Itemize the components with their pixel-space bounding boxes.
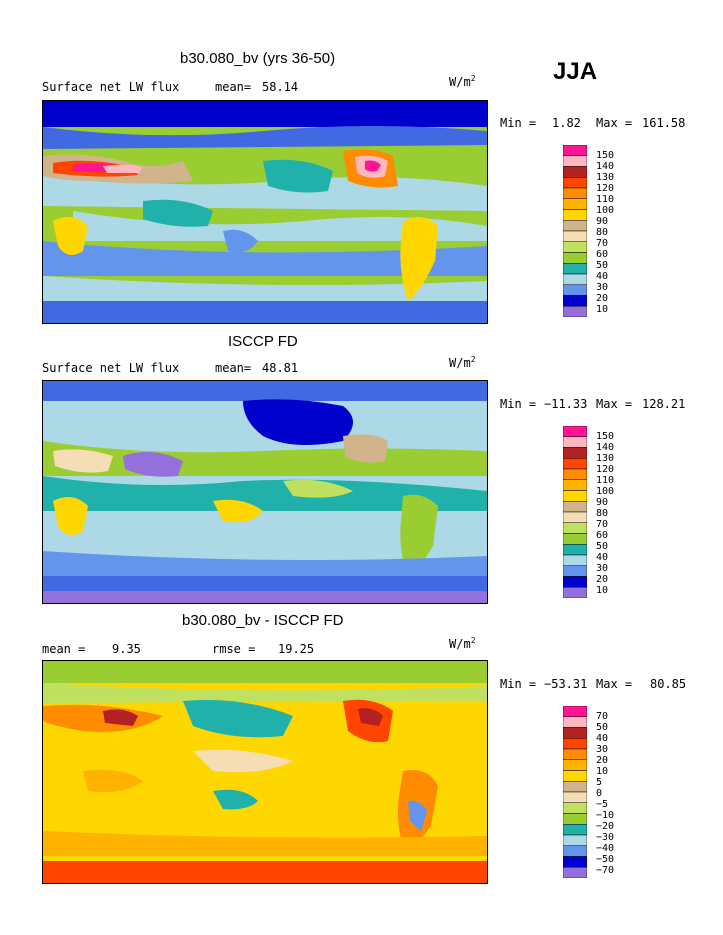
colorbar-label: 120 — [596, 183, 615, 194]
panel2-colorbar-labels: 150 140 130 120 110 100 90 80 70 60 50 4… — [596, 431, 614, 596]
colorbar-label: −20 — [596, 821, 615, 832]
colorbar-label: 130 — [596, 172, 615, 183]
panel1-max-label: Max = — [596, 116, 633, 130]
colorbar-label: 20 — [596, 293, 609, 304]
panel1-title: b30.080_bv (yrs 36-50) — [180, 50, 336, 67]
panel3-units: W/m2 — [449, 636, 476, 651]
panel2-mean-value: 48.81 — [262, 361, 299, 375]
colorbar-label: 30 — [596, 744, 609, 755]
colorbar-label: 70 — [596, 519, 609, 530]
colorbar-label: 50 — [596, 541, 609, 552]
colorbar-label: 120 — [596, 464, 615, 475]
panel1-colorbar — [563, 145, 587, 317]
panel3-rmse-label: rmse = — [212, 642, 256, 656]
colorbar-label: 50 — [596, 260, 609, 271]
panel1-min-value: 1.82 — [552, 116, 581, 130]
panel2-max-label: Max = — [596, 397, 633, 411]
colorbar-label: 10 — [596, 304, 609, 315]
colorbar-label: 40 — [596, 733, 609, 744]
panel1-colorbar-labels: 150 140 130 120 110 100 90 80 70 60 50 4… — [596, 150, 614, 315]
colorbar-label: 150 — [596, 431, 615, 442]
panel2-colorbar — [563, 426, 587, 598]
colorbar-label: 100 — [596, 205, 615, 216]
panel3-colorbar — [563, 706, 587, 878]
colorbar-label: 80 — [596, 508, 609, 519]
panel2-map — [42, 380, 488, 604]
colorbar-label: 5 — [596, 777, 603, 788]
panel3-max-value: 80.85 — [650, 677, 687, 691]
panel3-min-label: Min = — [500, 677, 537, 691]
colorbar-label: −30 — [596, 832, 615, 843]
season-label: JJA — [553, 58, 598, 85]
panel3-map — [42, 660, 488, 884]
colorbar-label: −10 — [596, 810, 615, 821]
panel3-colorbar-labels: 70 50 40 30 20 10 5 0 −5 −10 −20 −30 −40… — [596, 711, 614, 876]
colorbar-label: −5 — [596, 799, 609, 810]
colorbar-label: 60 — [596, 249, 609, 260]
panel2-min-value: −11.33 — [544, 397, 588, 411]
colorbar-label: 30 — [596, 563, 609, 574]
colorbar-label: 50 — [596, 722, 609, 733]
panel3-mean-value: 9.35 — [112, 642, 141, 656]
colorbar-label: −50 — [596, 854, 615, 865]
panel1-map — [42, 100, 488, 324]
panel2-units: W/m2 — [449, 355, 476, 370]
panel2-mean-label: mean= — [215, 361, 252, 375]
panel1-max-value: 161.58 — [642, 116, 686, 130]
colorbar-label: 60 — [596, 530, 609, 541]
colorbar-label: 20 — [596, 574, 609, 585]
panel3-mean-label: mean = — [42, 642, 86, 656]
colorbar-label: 40 — [596, 552, 609, 563]
panel3-min-value: −53.31 — [544, 677, 588, 691]
colorbar-label: 140 — [596, 161, 615, 172]
colorbar-label: 30 — [596, 282, 609, 293]
colorbar-label: −70 — [596, 865, 615, 876]
colorbar-label: 110 — [596, 194, 615, 205]
colorbar-label: 90 — [596, 497, 609, 508]
colorbar-label: 140 — [596, 442, 615, 453]
colorbar-label: 110 — [596, 475, 615, 486]
panel1-mean-value: 58.14 — [262, 80, 299, 94]
panel1-min-label: Min = — [500, 116, 537, 130]
panel2-title: ISCCP FD — [228, 333, 298, 350]
panel2-variable: Surface net LW flux — [42, 361, 180, 375]
panel3-rmse-value: 19.25 — [278, 642, 315, 656]
panel3-title: b30.080_bv - ISCCP FD — [182, 612, 344, 629]
panel1-variable: Surface net LW flux — [42, 80, 180, 94]
colorbar-label: 40 — [596, 271, 609, 282]
colorbar-label: 70 — [596, 238, 609, 249]
panel1-mean-label: mean= — [215, 80, 252, 94]
colorbar-label: 100 — [596, 486, 615, 497]
colorbar-label: 10 — [596, 585, 609, 596]
colorbar-label: 10 — [596, 766, 609, 777]
panel3-max-label: Max = — [596, 677, 633, 691]
panel2-max-value: 128.21 — [642, 397, 686, 411]
colorbar-label: −40 — [596, 843, 615, 854]
panel1-units: W/m2 — [449, 74, 476, 89]
colorbar-label: 90 — [596, 216, 609, 227]
colorbar-label: 150 — [596, 150, 615, 161]
colorbar-label: 70 — [596, 711, 609, 722]
colorbar-label: 20 — [596, 755, 609, 766]
colorbar-label: 80 — [596, 227, 609, 238]
colorbar-label: 0 — [596, 788, 603, 799]
panel2-min-label: Min = — [500, 397, 537, 411]
colorbar-label: 130 — [596, 453, 615, 464]
